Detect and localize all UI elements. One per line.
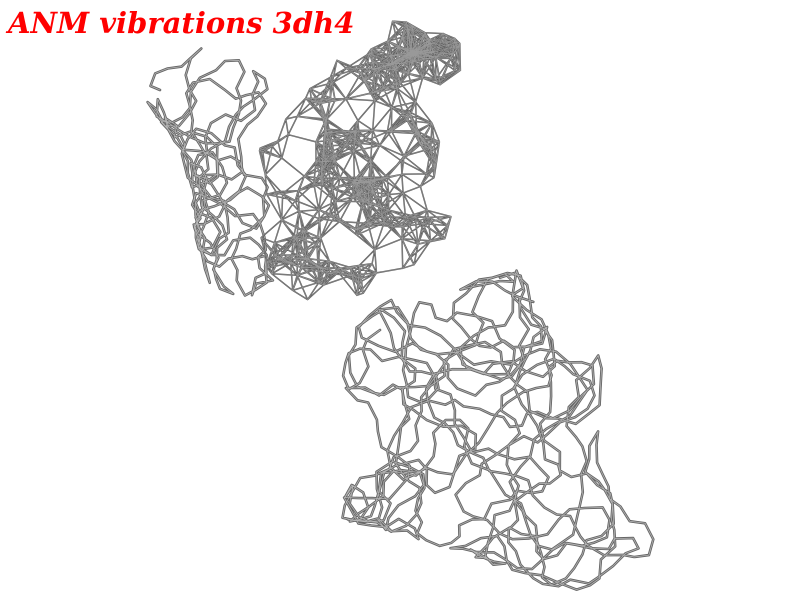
- anm-spring-edges-highlight: [259, 20, 461, 300]
- viewer-title: ANM vibrations 3dh4: [8, 6, 355, 40]
- upper-chain-backbone-trace: [146, 47, 275, 297]
- lower-chain-backbone-trace: [341, 269, 655, 591]
- anm-spring-network: [258, 20, 462, 301]
- lower-chain-strand-highlight: [342, 270, 654, 590]
- upper-chain-strand-highlight: [147, 48, 274, 296]
- lower-chain-strand: [341, 269, 655, 591]
